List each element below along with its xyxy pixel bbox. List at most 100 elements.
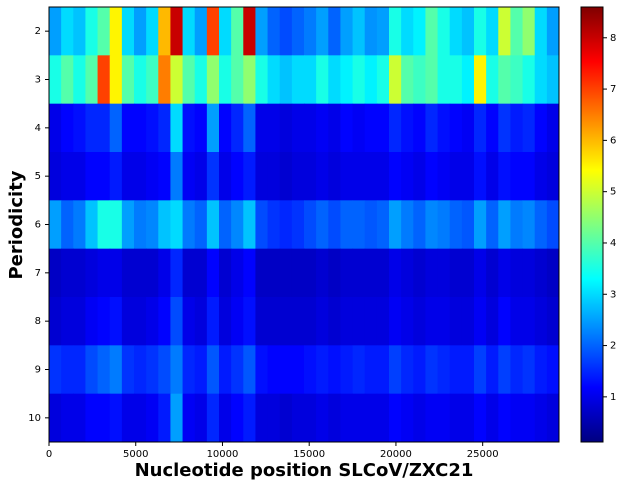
heatmap-cell [437, 7, 451, 56]
heatmap-cell [510, 248, 524, 298]
y-tick-label: 4 [35, 123, 41, 134]
heatmap-cell [121, 55, 135, 105]
heatmap-cell [97, 55, 111, 105]
heatmap-cell [328, 200, 341, 250]
heatmap-cell [364, 55, 378, 105]
heatmap-cell [158, 7, 171, 56]
heatmap-cell [546, 393, 560, 443]
heatmap-cell [85, 248, 99, 298]
heatmap-cell [510, 7, 524, 56]
heatmap-cell [231, 152, 244, 201]
heatmap-cell [182, 103, 196, 153]
heatmap-cell [304, 393, 317, 443]
heatmap-cell [121, 7, 135, 56]
heatmap-cell [340, 55, 354, 105]
heatmap-cell [534, 55, 548, 105]
heatmap-cell [316, 297, 329, 346]
heatmap-cell [461, 103, 475, 153]
heatmap-cell [170, 200, 184, 250]
heatmap-cell [158, 248, 171, 298]
heatmap-cell [364, 248, 378, 298]
y-tick-label: 3 [35, 75, 41, 86]
heatmap-cell [340, 7, 354, 56]
heatmap-cell [206, 103, 220, 153]
heatmap-cell [389, 103, 402, 153]
heatmap-cell [73, 7, 86, 56]
heatmap-cell [449, 393, 463, 443]
heatmap-cell [255, 248, 269, 298]
colorbar-tick-label: 7 [610, 84, 616, 95]
heatmap-cell [437, 200, 451, 250]
heatmap-cell [146, 248, 159, 298]
heatmap-cell [109, 393, 123, 443]
heatmap-cell [219, 345, 232, 395]
heatmap-cell [316, 248, 329, 298]
y-tick-label: 5 [35, 171, 41, 182]
heatmap-cell [437, 152, 451, 201]
heatmap-cell [243, 248, 256, 298]
heatmap-cell [425, 393, 439, 443]
heatmap-cell [389, 55, 402, 105]
heatmap-cell [182, 152, 196, 201]
heatmap-cell [425, 55, 439, 105]
heatmap-cell [340, 345, 354, 395]
heatmap-cell [170, 297, 184, 346]
heatmap-cell [158, 297, 171, 346]
heatmap-cell [534, 297, 548, 346]
heatmap-cell [364, 152, 378, 201]
colorbar-tick-label: 5 [610, 187, 616, 198]
heatmap-cell [474, 393, 487, 443]
heatmap-cell [255, 103, 269, 153]
heatmap-cell [219, 297, 232, 346]
heatmap-cell [340, 152, 354, 201]
heatmap-cell [425, 7, 439, 56]
heatmap-cell [158, 103, 171, 153]
heatmap-cell [522, 103, 536, 153]
heatmap-cell [170, 248, 184, 298]
heatmap-cell [61, 248, 74, 298]
x-tick-label: 20000 [380, 449, 412, 460]
heatmap-cell [437, 393, 451, 443]
heatmap-cell [206, 7, 220, 56]
heatmap-cell [109, 200, 123, 250]
heatmap-cell [255, 393, 269, 443]
colorbar-tick-label: 6 [610, 135, 616, 146]
heatmap-cell [109, 345, 123, 395]
heatmap-cell [461, 345, 475, 395]
heatmap-cell [170, 345, 184, 395]
heatmap-cell [510, 200, 524, 250]
heatmap-cell [49, 248, 62, 298]
heatmap-cell [109, 152, 123, 201]
heatmap-cell [340, 393, 354, 443]
heatmap-cell [279, 103, 293, 153]
heatmap-cell [49, 103, 62, 153]
heatmap-cell [413, 152, 426, 201]
heatmap-cell [461, 152, 475, 201]
heatmap-cell [146, 200, 159, 250]
heatmap-cell [134, 393, 147, 443]
heatmap-cell [231, 55, 244, 105]
heatmap-cell [231, 103, 244, 153]
heatmap-cell [425, 152, 439, 201]
heatmap-cell [534, 103, 548, 153]
heatmap-cell [219, 103, 232, 153]
heatmap-cell [49, 152, 62, 201]
heatmap-cell [109, 55, 123, 105]
heatmap-cell [121, 200, 135, 250]
heatmap-cell [255, 297, 269, 346]
heatmap-cell [449, 345, 463, 395]
heatmap-cell [328, 345, 341, 395]
heatmap-cell [146, 103, 159, 153]
heatmap-cell [146, 393, 159, 443]
heatmap-cell [461, 248, 475, 298]
heatmap-cell [474, 297, 487, 346]
heatmap-cell [97, 345, 111, 395]
heatmap-cell [279, 55, 293, 105]
heatmap-cell [170, 55, 184, 105]
heatmap-cell [49, 200, 62, 250]
heatmap-cell [279, 7, 293, 56]
heatmap-cell [109, 248, 123, 298]
heatmap-cell [267, 200, 281, 250]
heatmap-cell [401, 152, 414, 201]
heatmap-cell [389, 152, 402, 201]
